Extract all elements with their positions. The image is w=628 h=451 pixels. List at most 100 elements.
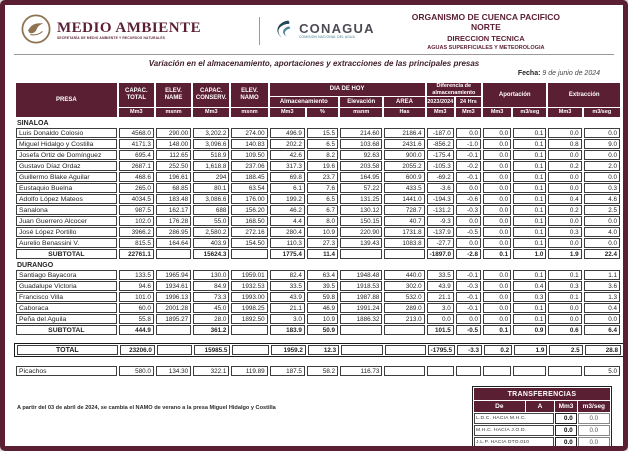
value-cell: 2001.28: [155, 303, 192, 313]
value-cell: 4.6: [583, 194, 620, 204]
value-cell: -3.6: [426, 183, 454, 193]
value-cell: 8.2: [306, 150, 339, 160]
value-cell: 6.5: [306, 139, 339, 149]
value-cell: -0.1: [455, 150, 481, 160]
col-header-almacenamiento: Almacenamiento: [269, 97, 339, 107]
value-cell: 63.54: [231, 183, 268, 193]
unit-mm3: Mm3: [426, 108, 454, 117]
value-cell: 2431.6: [384, 139, 425, 149]
transfer-mm3-cell: 0.0: [555, 437, 577, 446]
header-banner: MEDIO AMBIENTE SECRETARÍA DE MEDIO AMBIE…: [14, 10, 614, 52]
transfer-m3seg-cell: 0.0: [577, 437, 610, 446]
value-cell: 1,618.8: [193, 161, 230, 171]
value-cell: 0.0: [455, 183, 481, 193]
value-cell: [231, 249, 268, 259]
value-cell: -131.2: [426, 205, 454, 215]
table-row: SUBTOTAL 22761.1 15624.3 1775.4 11.4 -1897.0-…: [16, 249, 620, 259]
transfer-row: J.L.P. HACIA DTO.010 0.0 0.0: [474, 437, 610, 446]
value-cell: 220.90: [340, 227, 383, 237]
value-cell: 0.1: [513, 150, 547, 160]
value-cell: 0.1: [548, 270, 582, 280]
col-header-capac-conserv: CAPAC. CONSERV.: [193, 83, 230, 107]
value-cell: 265.0: [118, 183, 154, 193]
value-cell: 0.0: [548, 183, 582, 193]
value-cell: 0.0: [583, 238, 620, 248]
value-cell: -137.9: [426, 227, 454, 237]
value-cell: 0.0: [548, 303, 582, 313]
value-cell: 131.25: [340, 194, 383, 204]
value-cell: 19.6: [306, 161, 339, 171]
value-cell: 183.9: [269, 325, 305, 335]
value-cell: 815.5: [118, 238, 154, 248]
value-cell: 110.3: [269, 238, 305, 248]
value-cell: 0.0: [583, 172, 620, 182]
value-cell: [155, 325, 192, 335]
value-cell: 69.8: [269, 172, 305, 182]
unit-mm3: Mm3: [483, 108, 512, 117]
value-cell: [232, 345, 269, 355]
value-cell: [231, 325, 268, 335]
value-cell: 3,096.6: [193, 139, 230, 149]
col-header-diferencia: Diferencia de almacenamiento: [426, 83, 481, 96]
unit-mm3: Mm3: [193, 108, 230, 117]
value-cell: 0.0: [583, 128, 620, 138]
organismo-line2: DIRECCION TECNICA: [447, 33, 525, 43]
value-cell: 112.65: [155, 150, 192, 160]
value-cell: 15624.3: [193, 249, 230, 259]
table-row: Juan Guerrero Alcocer 102.0 176.28 55.0 168.…: [16, 216, 620, 226]
value-cell: 45.0: [193, 303, 230, 313]
conagua-logo: CONAGUA COMISIÓN NACIONAL DEL AGUA: [269, 16, 398, 47]
table-row: Guillermo Blake Aguilar 468.6 196.61 294 188…: [16, 172, 620, 182]
col-header-2023-2024: 2023/2024: [426, 97, 454, 107]
organismo-header: ORGANISMO DE CUENCA PACIFICO NORTE DIREC…: [398, 12, 614, 51]
value-cell: 0.0: [483, 270, 512, 280]
value-cell: 0.4: [583, 303, 620, 313]
value-cell: 0.1: [513, 314, 547, 324]
value-cell: 4.4: [269, 216, 305, 226]
value-cell: 1895.27: [155, 314, 192, 324]
value-cell: 57.22: [340, 183, 383, 193]
transfer-m3seg-cell: 0.0: [577, 413, 610, 424]
value-cell: 0.6: [548, 325, 582, 335]
transfer-mm3-cell: 0.0: [555, 425, 577, 436]
value-cell: 4171.3: [118, 139, 154, 149]
value-cell: 1996.13: [155, 292, 192, 302]
value-cell: -0.1: [455, 303, 481, 313]
transfer-m3seg-cell: 0.0: [577, 425, 610, 436]
value-cell: 22761.1: [118, 249, 154, 259]
value-cell: -0.1: [455, 292, 481, 302]
unit-msnm: msnm: [155, 108, 192, 117]
value-cell: 8.0: [306, 216, 339, 226]
table-row: Picachos 580.0 134.30 322.1 119.89 187.5 58.2 1…: [16, 366, 620, 376]
value-cell: 109.50: [231, 150, 268, 160]
value-cell: 900.0: [384, 150, 425, 160]
conagua-subtitle: COMISIÓN NACIONAL DEL AGUA: [299, 35, 356, 39]
col-header-capac-total: CAPAC. TOTAL: [118, 83, 154, 107]
value-cell: 317.3: [269, 161, 305, 171]
value-cell: 0.0: [483, 172, 512, 182]
value-cell: 164.64: [155, 238, 192, 248]
value-cell: 2.5: [549, 345, 583, 355]
value-cell: 1987.88: [340, 292, 383, 302]
table-row: Luis Donaldo Colosio 4568.0 290.00 3,202.2 2…: [16, 128, 620, 138]
value-cell: 0.3: [548, 227, 582, 237]
unit-mm3: Mm3: [548, 108, 582, 117]
value-cell: 1959.2: [270, 345, 306, 355]
value-cell: 688: [193, 205, 230, 215]
table-row: Eustaquio Buelna 265.0 68.85 80.1 63.54 6.1 7.…: [16, 183, 620, 193]
value-cell: -0.6: [455, 194, 481, 204]
logo-divider: [259, 17, 261, 45]
value-cell: 1932.53: [231, 281, 268, 291]
value-cell: 290.00: [155, 128, 192, 138]
value-cell: 0.0: [426, 314, 454, 324]
value-cell: -856.2: [426, 139, 454, 149]
value-cell: 6.4: [583, 325, 620, 335]
presa-name-cell: Aurelio Benassini V.: [16, 238, 117, 248]
value-cell: 154.50: [231, 238, 268, 248]
presa-name-cell: TOTAL: [17, 345, 118, 355]
presa-name-cell: Eustaquio Buelna: [16, 183, 117, 193]
value-cell: 440.0: [384, 270, 425, 280]
value-cell: -187.0: [426, 128, 454, 138]
value-cell: 80.1: [193, 183, 230, 193]
